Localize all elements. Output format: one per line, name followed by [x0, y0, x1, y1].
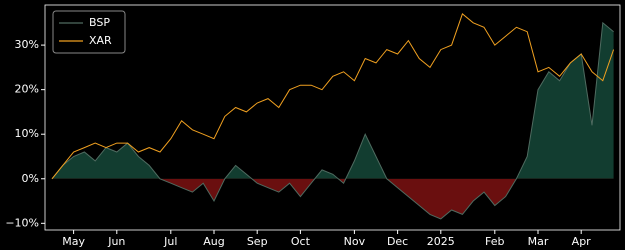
- x-tick-label: 2025: [427, 235, 455, 248]
- legend-label: XAR: [89, 34, 112, 47]
- x-tick-label: Apr: [572, 235, 592, 248]
- x-tick-label: May: [62, 235, 85, 248]
- x-tick-label: Jun: [107, 235, 125, 248]
- x-tick-label: Mar: [528, 235, 549, 248]
- x-tick-label: Sep: [247, 235, 268, 248]
- legend-box: [52, 10, 126, 54]
- plot-frame: [44, 4, 621, 231]
- series-line: [51, 13, 615, 180]
- x-tick-label: Feb: [485, 235, 504, 248]
- x-tick-label: Aug: [203, 235, 224, 248]
- area-above: [52, 22, 614, 179]
- y-tick-label: −10%: [5, 216, 39, 229]
- series-line: [51, 21, 614, 220]
- x-tick-label: Jul: [163, 235, 177, 248]
- y-tick-label: 20%: [15, 83, 39, 96]
- x-tick-label: Dec: [387, 235, 408, 248]
- legend-label: BSP: [89, 16, 110, 29]
- area-below: [52, 178, 517, 219]
- y-tick-label: 10%: [15, 127, 39, 140]
- x-tick-label: Oct: [291, 235, 311, 248]
- x-tick-label: Nov: [344, 235, 366, 248]
- y-tick-label: 30%: [15, 38, 39, 51]
- y-tick-label: 0%: [22, 172, 39, 185]
